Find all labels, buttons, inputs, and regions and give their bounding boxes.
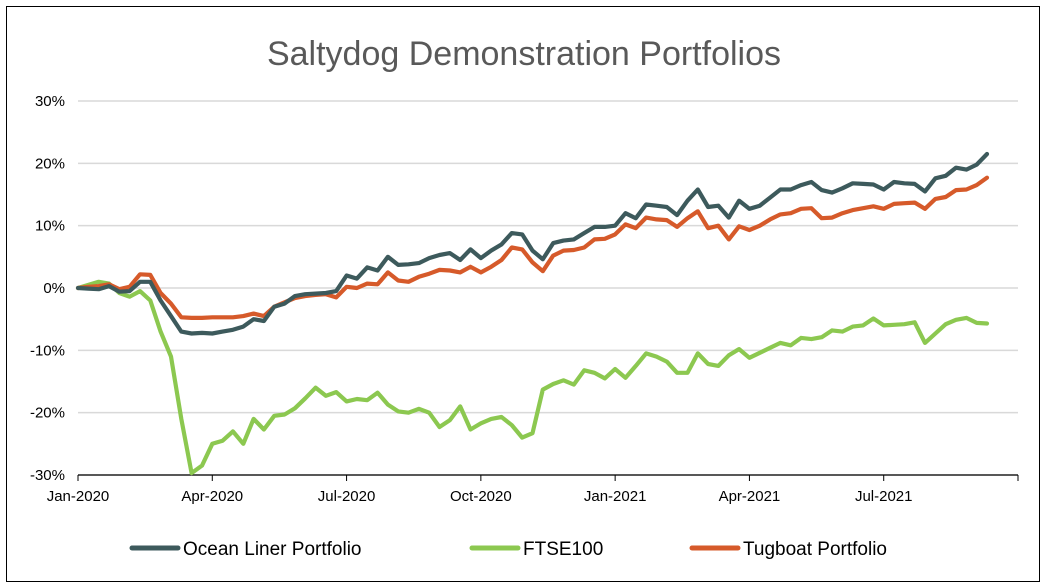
chart-title: Saltydog Demonstration Portfolios [267, 35, 781, 73]
y-tick-label: -20% [30, 405, 65, 422]
y-tick-label: 10% [35, 218, 65, 235]
x-axis [78, 287, 1018, 476]
y-tick-label: -10% [30, 342, 65, 359]
legend: Ocean Liner Portfolio FTSE100 Tugboat Port… [129, 539, 887, 560]
y-tick-label: 0% [43, 280, 65, 297]
series-line-ftse100 [75, 279, 990, 476]
x-tick-label: Oct-2020 [450, 488, 512, 505]
legend-label-ocean-liner-portfolio: Ocean Liner Portfolio [183, 539, 362, 560]
y-tick-label: 30% [35, 93, 65, 110]
x-tick-label: Apr-2020 [181, 488, 243, 505]
line-chart: Saltydog Demonstration Portfolios 30% 20%… [30, 35, 1019, 560]
legend-label-tugboat-portfolio: Tugboat Portfolio [743, 539, 887, 560]
series-line-tugboat-portfolio [75, 175, 990, 320]
x-tick-label: Jan-2021 [584, 488, 647, 505]
y-tick-label: 20% [35, 155, 65, 172]
chart-frame: Saltydog Demonstration Portfolios 30% 20%… [6, 6, 1040, 582]
y-axis-ticks: 30% 20% 10% 0% -10% -20% -30% [30, 93, 65, 484]
y-tick-label: -30% [30, 467, 65, 484]
x-tick-label: Jan-2020 [47, 488, 110, 505]
x-tick-label: Jul-2021 [855, 488, 913, 505]
series-line-ocean-liner-portfolio [75, 151, 990, 336]
legend-label-ftse100: FTSE100 [523, 539, 603, 560]
x-tick-label: Jul-2020 [318, 488, 376, 505]
x-tick-label: Apr-2021 [719, 488, 781, 505]
series-lines [75, 151, 990, 476]
x-axis-ticks: Jan-2020 Apr-2020 Jul-2020 Oct-2020 Jan-2021… [47, 475, 1019, 505]
